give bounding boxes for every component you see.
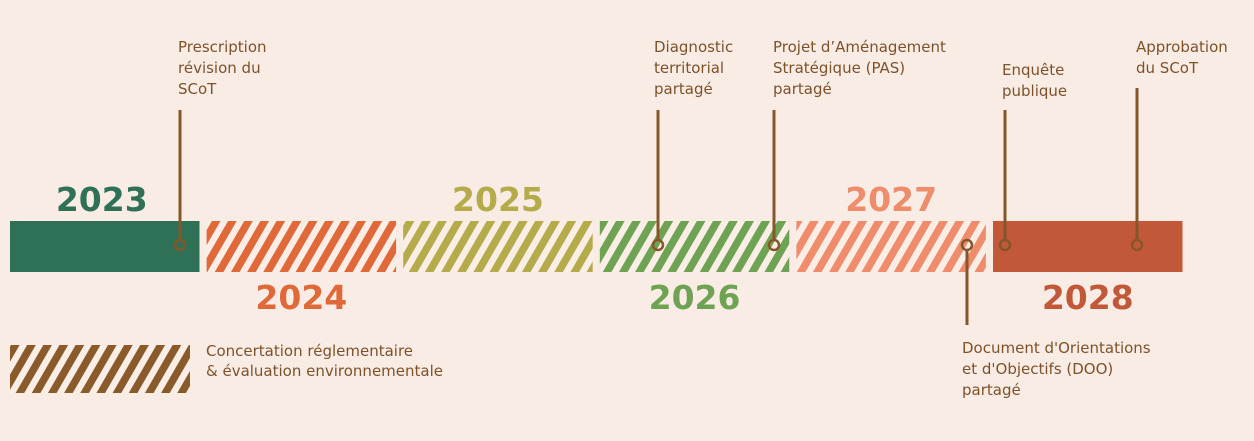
- milestone-label-line: Enquête: [1002, 61, 1064, 79]
- milestone-dot: [173, 238, 187, 252]
- milestone-label-line: partagé: [773, 80, 832, 98]
- milestone-label-line: Projet d’Aménagement: [773, 38, 946, 56]
- milestone-label-line: Prescription: [178, 38, 267, 56]
- legend-swatch: [10, 345, 190, 393]
- milestone-label-line: révision du: [178, 59, 261, 77]
- milestone-label-line: Stratégique (PAS): [773, 59, 905, 77]
- milestone-label: Document d'Orientations et d'Objectifs (D…: [962, 339, 1151, 399]
- milestone-label: Projet d’Aménagement Stratégique (PAS) par…: [773, 38, 946, 98]
- legend-label-line: & évaluation environnementale: [206, 362, 443, 380]
- period-bar: [10, 221, 200, 272]
- milestone-label: Prescription révision du SCoT: [178, 38, 267, 98]
- milestone-label-line: Diagnostic: [654, 38, 733, 56]
- year-label: 2026: [649, 278, 741, 317]
- year-label: 2028: [1042, 278, 1134, 317]
- milestone-dot: [651, 238, 665, 252]
- milestone-dot: [1130, 238, 1144, 252]
- year-label: 2023: [56, 180, 148, 219]
- milestone-label: Diagnostic territorial partagé: [654, 38, 733, 98]
- period-bar: [403, 221, 593, 272]
- milestone-label-line: partagé: [962, 381, 1021, 399]
- milestone-label-line: et d'Objectifs (DOO): [962, 360, 1113, 378]
- milestone-label: Approbation du SCoT: [1136, 38, 1228, 77]
- milestone-label-line: partagé: [654, 80, 713, 98]
- milestone-label-line: du SCoT: [1136, 59, 1199, 77]
- milestone-label-line: territorial: [654, 59, 724, 77]
- year-label: 2025: [452, 180, 544, 219]
- legend-label: Concertation réglementaire & évaluation e…: [206, 342, 443, 380]
- milestone-label-line: SCoT: [178, 80, 217, 98]
- period-bar: [206, 221, 397, 272]
- period-bar: [993, 221, 1183, 272]
- legend-label-line: Concertation réglementaire: [206, 342, 413, 360]
- year-label: 2027: [845, 180, 937, 219]
- milestone-label-line: Approbation: [1136, 38, 1228, 56]
- milestone-dot: [960, 238, 974, 252]
- milestone-label: Enquête publique: [1002, 61, 1067, 100]
- milestone-dot: [998, 238, 1012, 252]
- milestone-dot: [767, 238, 781, 252]
- milestone-label-line: Document d'Orientations: [962, 339, 1151, 357]
- period-bar: [796, 221, 986, 272]
- milestone-label-line: publique: [1002, 82, 1067, 100]
- year-label: 2024: [255, 278, 347, 317]
- period-bar: [599, 221, 790, 272]
